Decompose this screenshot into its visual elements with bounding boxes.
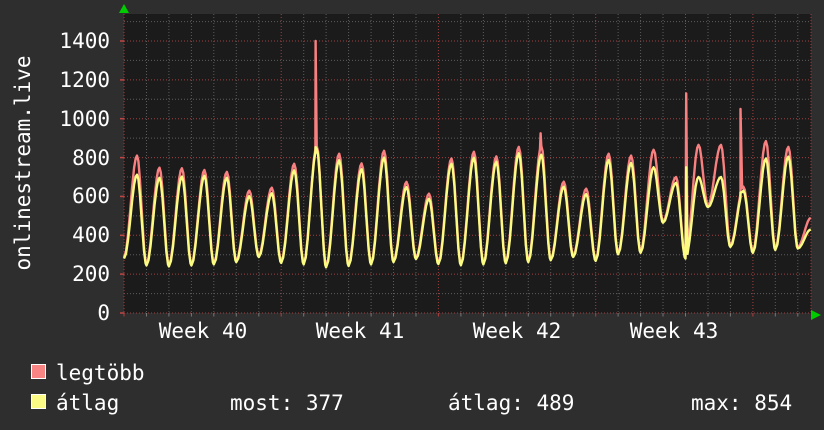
x-axis-arrow-icon <box>811 310 821 320</box>
y-tick-label: 0 <box>97 301 110 325</box>
legend-swatch-legtobb <box>31 364 46 379</box>
y-tick-label: 200 <box>72 262 110 286</box>
legend-swatch-atlag <box>31 394 46 409</box>
x-tick-label: Week 41 <box>315 319 405 343</box>
y-tick-label: 1400 <box>59 29 110 53</box>
stat-atlag: átlag: 489 <box>448 391 575 415</box>
y-tick-label: 800 <box>72 146 110 170</box>
legend-label-atlag: átlag <box>56 391 120 415</box>
x-tick-label: Week 42 <box>472 319 562 343</box>
y-tick-label: 1000 <box>59 107 110 131</box>
y-tick-label: 600 <box>72 184 110 208</box>
legend-label-legtobb: legtöbb <box>56 361 145 385</box>
y-axis-arrow-icon <box>119 4 129 13</box>
y-tick-label: 400 <box>72 223 110 247</box>
stat-most: most: 377 <box>230 391 344 415</box>
y-tick-label: 1200 <box>59 68 110 92</box>
chart-canvas <box>119 4 821 320</box>
plot-area <box>124 14 811 313</box>
stat-max: max: 854 <box>691 391 793 415</box>
x-tick-label: Week 40 <box>158 319 248 343</box>
series-line-atlag <box>122 145 812 269</box>
x-tick-label: Week 43 <box>629 319 719 343</box>
